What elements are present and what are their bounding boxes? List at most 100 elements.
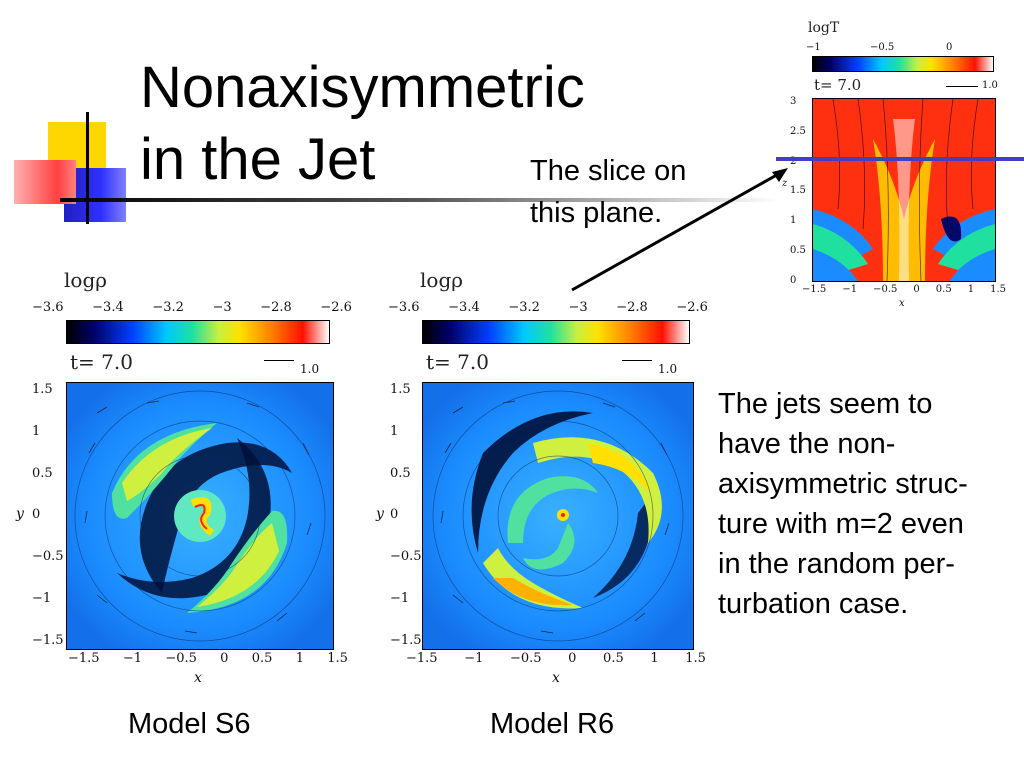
inset-colorbar — [812, 56, 994, 72]
panel-model-s6: logρ −3.6 −3.4 −3.2 −3 −2.8 −2.6 t= 7.0 … — [16, 262, 380, 692]
x-axis-label: x — [552, 670, 560, 686]
inset-z-ticks: 3 2.5 2 1.5 1 0.5 0 — [790, 96, 806, 286]
inset-colorbar-tick: 0 — [946, 42, 953, 53]
colorbar-title: logρ — [64, 268, 107, 292]
slice-label-line-2: this plane. — [530, 197, 663, 229]
description-line: turbation case. — [718, 588, 909, 620]
x-tick: −1.5 — [68, 651, 100, 666]
x-tick: 0 — [913, 284, 920, 295]
z-tick: 0 — [790, 274, 797, 286]
y-tick: 1 — [390, 423, 399, 439]
colorbar-tick: −3.2 — [152, 300, 184, 315]
density-plot-r6 — [422, 382, 694, 650]
y-axis-ticks: 1.5 1 0.5 0 −0.5 −1 −1.5 — [32, 382, 64, 648]
y-tick: 0.5 — [390, 465, 411, 481]
model-label-r6: Model R6 — [490, 708, 615, 740]
inset-vector-arrow — [946, 86, 978, 87]
inset-time-label: t= 7.0 — [814, 76, 862, 94]
inset-colorbar-title: logT — [808, 20, 840, 36]
x-tick: 1 — [295, 651, 304, 666]
z-tick: 3 — [790, 96, 797, 107]
decor-vertical-line — [86, 112, 89, 224]
vector-scale-arrow — [264, 360, 294, 361]
y-axis-label: y — [376, 506, 384, 522]
colorbar-tick: −3.4 — [92, 300, 124, 315]
description-line: ture with m=2 even — [718, 508, 964, 540]
vector-scale-arrow — [622, 360, 652, 361]
inset-vector-label: 1.0 — [982, 80, 998, 91]
colorbar-ticks: −3.6 −3.4 −3.2 −3 −2.8 −2.6 — [32, 300, 352, 315]
vector-scale-label: 1.0 — [300, 362, 320, 376]
x-tick: 0 — [568, 651, 577, 666]
x-axis-label: x — [194, 670, 202, 686]
inset-z-label: z — [782, 178, 788, 189]
temperature-inset: logT −1 −0.5 0 t= 7.0 1.0 3 2.5 2 1.5 1 — [782, 18, 1012, 314]
density-plot-s6 — [66, 382, 334, 650]
colorbar — [422, 320, 690, 344]
y-tick: −1 — [32, 591, 52, 607]
y-tick: 1.5 — [32, 382, 53, 397]
x-tick: −1 — [122, 651, 143, 666]
colorbar — [66, 320, 330, 344]
y-tick: −1 — [390, 591, 410, 607]
y-tick: 0.5 — [32, 465, 53, 481]
y-tick: 1 — [32, 423, 41, 439]
decor-red-square — [14, 160, 76, 204]
y-axis-ticks: 1.5 1 0.5 0 −0.5 −1 −1.5 — [390, 382, 422, 648]
x-tick: −1.5 — [802, 284, 827, 295]
slice-plane-label: The slice on this plane. — [530, 150, 686, 234]
description-text: The jets seem to have the non- axisymmet… — [718, 384, 1018, 624]
x-tick: −0.5 — [165, 651, 197, 666]
description-line: axisymmetric struc- — [718, 468, 968, 500]
y-tick: 0 — [32, 507, 41, 523]
colorbar-tick: −3.6 — [32, 300, 64, 315]
panel-model-r6: logρ −3.6 −3.4 −3.2 −3 −2.8 −2.6 t= 7.0 … — [376, 262, 736, 692]
model-label-s6: Model S6 — [128, 708, 251, 740]
colorbar-tick: −2.8 — [616, 300, 648, 315]
colorbar-tick: −2.8 — [260, 300, 292, 315]
slide-title: Nonaxisymmetric in the Jet — [140, 52, 585, 196]
inset-temperature-plot — [812, 98, 996, 282]
z-tick: 1 — [790, 215, 797, 227]
vector-scale-label: 1.0 — [658, 362, 678, 376]
x-tick: 0.5 — [603, 651, 624, 666]
description-line: The jets seem to — [718, 388, 933, 420]
colorbar-tick: −2.6 — [320, 300, 352, 315]
colorbar-tick: −3 — [568, 300, 588, 315]
z-tick: 2.5 — [790, 125, 806, 137]
x-tick: 0.5 — [251, 651, 273, 666]
y-tick: −1.5 — [390, 632, 422, 648]
title-underline — [60, 198, 780, 202]
y-tick: 0 — [390, 507, 399, 523]
x-axis-ticks: −1.5 −1 −0.5 0 0.5 1 1.5 — [406, 651, 706, 666]
pointer-arrow — [571, 168, 788, 292]
time-label: t= 7.0 — [70, 350, 133, 374]
x-tick: 1 — [650, 651, 659, 666]
y-tick: −0.5 — [390, 549, 422, 565]
x-tick: 1 — [967, 284, 975, 295]
slide-title-line-2: in the Jet — [140, 127, 376, 192]
colorbar-title: logρ — [420, 268, 463, 292]
x-tick: −1 — [464, 651, 484, 666]
x-tick: 1.5 — [685, 651, 706, 666]
x-tick: −1 — [842, 284, 858, 295]
colorbar-ticks: −3.6 −3.4 −3.2 −3 −2.8 −2.6 — [388, 300, 708, 315]
y-tick: 1.5 — [390, 382, 411, 397]
inset-x-ticks: −1.5 −1 −0.5 0 0.5 1 1.5 — [802, 284, 1006, 295]
x-tick: 0 — [220, 651, 229, 666]
y-tick: −1.5 — [32, 632, 64, 648]
inset-x-label: x — [899, 298, 905, 309]
x-tick: 0.5 — [935, 284, 952, 295]
description-line: in the random per- — [718, 548, 955, 580]
x-tick: 1.5 — [327, 651, 348, 666]
colorbar-tick: −3.2 — [508, 300, 540, 315]
x-tick: 1.5 — [990, 284, 1006, 295]
x-tick: −0.5 — [873, 284, 898, 295]
y-axis-label: y — [16, 506, 24, 522]
x-tick: −1.5 — [406, 651, 438, 666]
inset-colorbar-tick: −1 — [806, 42, 821, 53]
z-tick: 0.5 — [790, 245, 806, 257]
x-tick: −0.5 — [509, 651, 542, 666]
inset-colorbar-tick: −0.5 — [870, 42, 895, 53]
x-axis-ticks: −1.5 −1 −0.5 0 0.5 1 1.5 — [68, 651, 348, 666]
